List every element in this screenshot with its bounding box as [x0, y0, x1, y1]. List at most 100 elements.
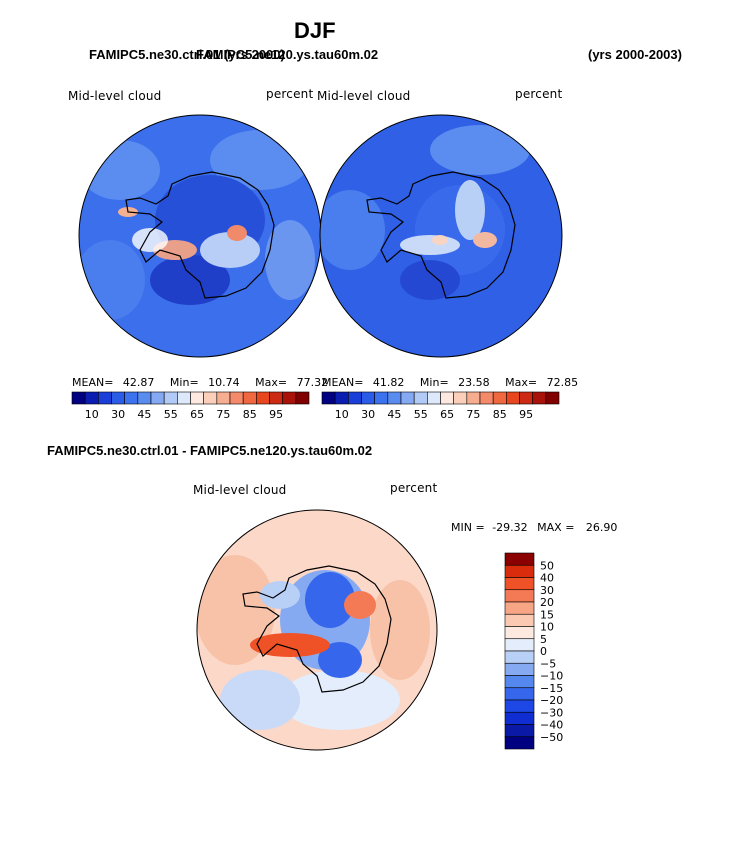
cb3-tick-label: 40: [540, 572, 554, 585]
cb1-tick-label: 45: [137, 408, 151, 421]
panel1-blob: [79, 240, 145, 320]
panel2-max-value: 72.85: [546, 376, 579, 389]
panel3-blob: [305, 572, 355, 628]
panel3-blob: [344, 591, 376, 619]
panel3-map: [196, 509, 438, 751]
panel2-blob: [430, 125, 530, 175]
panel2-max-label: Max=: [505, 376, 538, 389]
cb1-swatch: [256, 391, 270, 405]
panel2-min-value: 23.58: [458, 376, 490, 389]
panel3-blob: [197, 555, 275, 665]
cb2-tick-label: 55: [414, 408, 428, 421]
cb1-swatch: [163, 391, 178, 405]
cb3-tick-label: −10: [540, 670, 563, 683]
cb3-swatch: [504, 577, 535, 591]
cb3-swatch: [504, 724, 535, 738]
panel1-stats: MEAN= 42.87 Min= 10.74 Max= 77.32: [72, 376, 328, 389]
cb1-tick-label: 55: [164, 408, 178, 421]
panel1-colorbar: 10 30 45 55 65 75 85 95: [71, 391, 310, 421]
cb3-tick-label: −5: [540, 657, 556, 670]
cb1-swatch: [295, 391, 310, 405]
cb3-tick-label: −20: [540, 694, 563, 707]
panel1-max-value: 77.32: [296, 376, 329, 389]
panel2-blob: [320, 190, 385, 270]
panel3-map-border: [196, 509, 438, 751]
panel2-map-border: [319, 114, 563, 358]
panel3-variable-label: Mid-level cloud: [193, 483, 287, 497]
panel1-blob: [132, 228, 168, 252]
cb3-swatch: [504, 662, 535, 676]
panel2-units-label: percent: [515, 87, 563, 101]
panel2-min-label: Min=: [419, 376, 449, 389]
cb2-swatch: [545, 391, 560, 405]
cb3-tick-label: 10: [540, 621, 554, 634]
cb2-swatch: [400, 391, 415, 405]
panel3-coastline: [242, 565, 392, 693]
cb2-swatch: [479, 391, 494, 405]
panel1-blob: [150, 255, 230, 305]
cb3-swatch: [504, 675, 535, 689]
panel3-blob: [260, 581, 300, 609]
cb1-swatch: [282, 391, 297, 405]
cb1-swatch: [216, 391, 231, 405]
difference-title: FAMIPC5.ne30.ctrl.01 - FAMIPC5.ne120.ys.…: [47, 443, 373, 458]
cb2-swatch: [453, 391, 468, 405]
cb2-swatch: [374, 391, 389, 405]
panel1-blob: [227, 225, 247, 241]
cb3-swatch: [504, 711, 535, 725]
panel3-blob: [370, 580, 430, 680]
cb3-tick-label: 5: [540, 633, 547, 646]
cb3-swatch: [504, 564, 535, 578]
cb3-swatch: [504, 736, 535, 750]
panel2-variable-label: Mid-level cloud: [317, 89, 411, 103]
panel1-min-value: 10.74: [208, 376, 240, 389]
panel3-blob: [220, 670, 300, 730]
cb2-swatch: [321, 391, 336, 405]
cb2-swatch: [387, 391, 402, 405]
cb2-swatch: [413, 391, 428, 405]
panel1-blob: [265, 220, 315, 300]
panel3-blob: [318, 642, 362, 678]
cb1-swatch: [242, 391, 257, 405]
cb1-swatch: [177, 391, 191, 405]
cb2-tick-label: 85: [493, 408, 507, 421]
cb2-swatch: [440, 391, 454, 405]
panel2-mean-label: MEAN=: [322, 376, 364, 389]
cb3-swatch: [504, 626, 535, 640]
cb2-tick-label: 45: [387, 408, 401, 421]
panel3-blob: [250, 633, 330, 657]
panel1-blob: [80, 140, 160, 200]
cb1-tick-label: 65: [190, 408, 204, 421]
cb1-swatch: [203, 391, 218, 405]
cb3-tick-label: 0: [540, 645, 547, 658]
cb1-swatch: [229, 391, 244, 405]
panel2-blob: [400, 260, 460, 300]
cb2-swatch: [348, 391, 362, 405]
panel2-blob: [432, 235, 448, 245]
cb3-tick-label: −50: [540, 731, 563, 744]
cb2-tick-label: 65: [440, 408, 454, 421]
cb2-swatch: [492, 391, 507, 405]
cb2-swatch: [466, 391, 481, 405]
cb2-tick-label: 75: [466, 408, 480, 421]
cb1-tick-label: 85: [243, 408, 257, 421]
cb3-swatch: [504, 601, 535, 615]
cb3-tick-label: 20: [540, 596, 554, 609]
case-title-a: FAMIPC5.ne30.ctrl.01 (yrs 2000): [89, 47, 285, 62]
panel2-colorbar: 10 30 45 55 65 75 85 95: [321, 391, 560, 421]
cb2-tick-label: 95: [519, 408, 533, 421]
cb2-tick-label: 10: [335, 408, 349, 421]
cb2-tick-label: 30: [361, 408, 375, 421]
panel3-blob: [280, 670, 400, 730]
panel2-blob: [473, 232, 497, 248]
cb1-swatch: [98, 391, 112, 405]
cb2-swatch: [532, 391, 547, 405]
cb3-tick-label: −30: [540, 706, 563, 719]
cb3-swatch: [504, 613, 535, 627]
panel1-min-label: Min=: [169, 376, 199, 389]
cb3-swatch: [504, 699, 535, 713]
cb3-swatch: [504, 552, 535, 566]
cb2-swatch: [427, 391, 441, 405]
